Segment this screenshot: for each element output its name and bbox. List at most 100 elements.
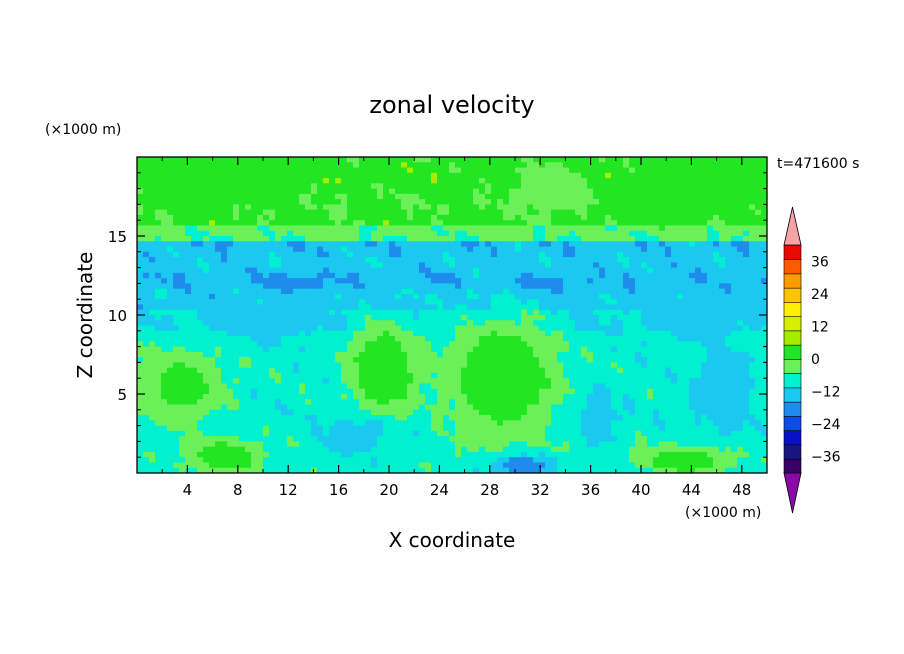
field-cell [719,204,726,211]
field-cell [293,304,300,311]
field-cell [197,251,204,258]
field-cell [371,378,378,385]
field-cell [551,346,558,353]
field-cell [599,304,606,311]
field-cell [407,367,414,374]
field-cell [587,262,594,269]
field-cell [251,388,258,395]
field-cell [245,404,252,411]
field-cell [713,293,720,300]
field-cell [485,325,492,332]
field-cell [329,315,336,321]
field-cell [245,309,252,316]
field-cell [557,157,564,163]
field-cell [299,309,306,316]
field-cell [215,241,222,248]
field-cell [701,230,708,237]
field-cell [695,378,702,385]
field-cell [389,388,396,395]
field-cell [149,293,156,300]
field-cell [377,325,384,332]
field-cell [401,341,408,348]
field-cell [635,346,642,353]
field-cell [155,220,162,227]
field-cell [275,357,282,363]
field-cell [521,394,528,400]
field-cell [599,172,606,179]
field-cell [467,325,474,332]
field-cell [671,293,678,300]
field-cell [737,188,744,195]
field-cell [137,172,144,179]
field-cell [377,299,384,306]
field-cell [557,325,564,332]
field-cell [173,341,180,348]
field-cell [713,246,720,253]
field-cell [365,304,372,311]
field-cell [467,304,474,311]
field-cell [527,241,534,248]
field-cell [185,357,192,363]
field-cell [551,204,558,211]
field-cell [695,278,702,284]
field-cell [689,183,696,190]
field-cell [641,214,648,221]
field-cell [371,278,378,284]
field-cell [563,399,570,406]
field-cell [293,351,300,358]
field-cell [365,383,372,390]
field-cell [737,172,744,179]
field-cell [377,367,384,374]
field-cell [671,225,678,232]
field-cell [569,283,576,290]
field-cell [173,157,180,163]
field-cell [365,394,372,400]
field-cell [503,262,510,269]
field-cell [251,236,258,242]
field-cell [701,304,708,311]
field-cell [341,236,348,242]
field-cell [623,162,630,169]
field-cell [551,383,558,390]
field-cell [407,172,414,179]
field-cell [293,230,300,237]
field-cell [161,262,168,269]
field-cell [329,157,336,163]
field-cell [335,199,342,205]
field-cell [761,394,767,400]
field-cell [173,299,180,306]
field-cell [179,199,186,205]
field-cell [683,241,690,248]
field-cell [425,209,432,216]
field-cell [443,383,450,390]
field-cell [347,199,354,205]
field-cell [671,362,678,369]
field-cell [635,209,642,216]
field-cell [521,325,528,332]
field-cell [425,183,432,190]
field-cell [665,299,672,306]
field-cell [347,236,354,242]
field-cell [521,251,528,258]
field-cell [413,236,420,242]
field-cell [263,236,270,242]
field-cell [527,262,534,269]
field-cell [293,309,300,316]
field-cell [563,288,570,295]
field-cell [503,325,510,332]
field-cell [701,199,708,205]
field-cell [443,183,450,190]
field-cell [641,325,648,332]
field-cell [695,188,702,195]
field-cell [269,346,276,353]
field-cell [407,283,414,290]
field-cell [527,204,534,211]
field-cell [437,251,444,258]
field-cell [593,246,600,253]
field-cell [533,288,540,295]
field-cell [587,293,594,300]
field-cell [695,346,702,353]
field-cell [431,225,438,232]
field-cell [371,157,378,163]
field-cell [725,220,732,227]
